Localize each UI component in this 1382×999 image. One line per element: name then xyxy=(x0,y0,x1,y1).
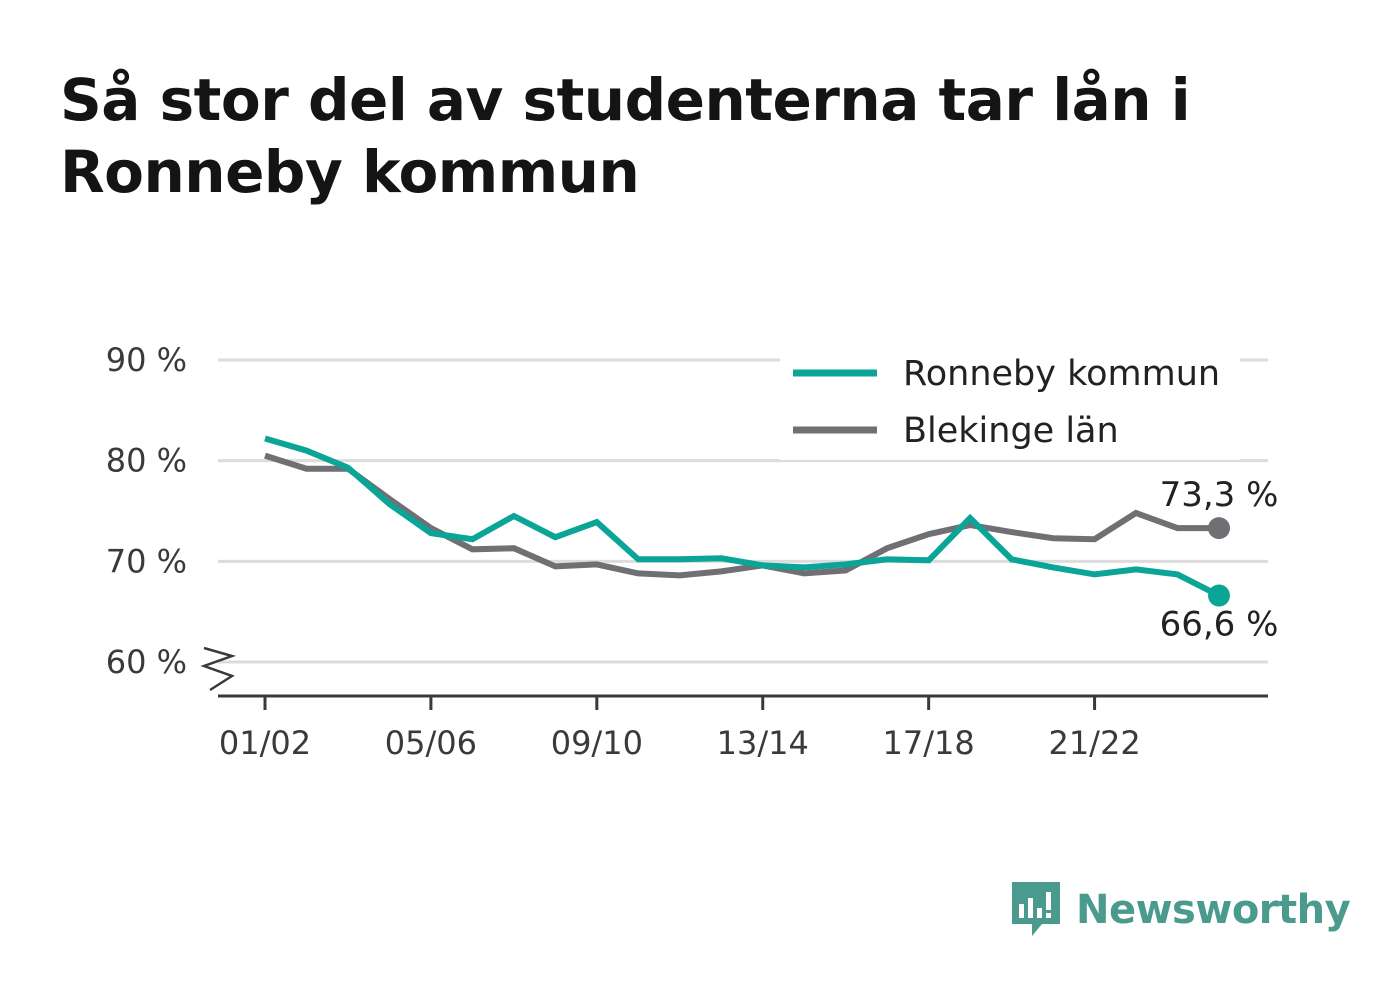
y-tick-label: 60 % xyxy=(106,643,187,681)
end-label-blekinge: 73,3 % xyxy=(1160,475,1279,515)
end-point-ronneby xyxy=(1208,584,1230,607)
x-tick-label: 01/02 xyxy=(219,724,311,762)
y-tick-label: 80 % xyxy=(106,442,187,480)
x-tick-label: 05/06 xyxy=(385,724,477,762)
legend[interactable]: Ronneby kommun Blekinge län xyxy=(780,340,1240,460)
newsworthy-logo-icon xyxy=(1012,882,1060,936)
x-tick-label: 17/18 xyxy=(883,724,975,762)
newsworthy-logo: Newsworthy xyxy=(1010,880,1351,940)
logo-text: Newsworthy xyxy=(1076,887,1351,933)
x-tick-label: 21/22 xyxy=(1048,724,1140,762)
legend-background xyxy=(780,340,1240,460)
legend-label-blekinge: Blekinge län xyxy=(903,411,1119,451)
end-point-blekinge xyxy=(1208,517,1230,540)
y-axis-ticks: 60 % 70 % 80 % 90 % xyxy=(106,341,187,681)
series-line-blekinge xyxy=(264,452,1219,579)
series-line-ronneby xyxy=(264,435,1221,599)
x-axis xyxy=(200,646,1268,698)
chart-title: Så stor del av studenterna tar lån i Ron… xyxy=(60,66,1191,206)
y-tick-label: 70 % xyxy=(106,542,187,580)
x-tick-label: 13/14 xyxy=(717,724,809,762)
x-tick-label: 09/10 xyxy=(551,724,643,762)
axis-break-icon xyxy=(200,646,237,692)
y-tick-label: 90 % xyxy=(106,341,187,379)
end-labels: 73,3 % 66,6 % xyxy=(1160,475,1279,644)
end-label-ronneby: 66,6 % xyxy=(1160,605,1279,645)
x-axis-ticks: 01/02 05/06 09/10 13/14 17/18 21/22 xyxy=(219,696,1141,762)
legend-label-ronneby: Ronneby kommun xyxy=(903,354,1220,394)
series xyxy=(264,435,1230,607)
